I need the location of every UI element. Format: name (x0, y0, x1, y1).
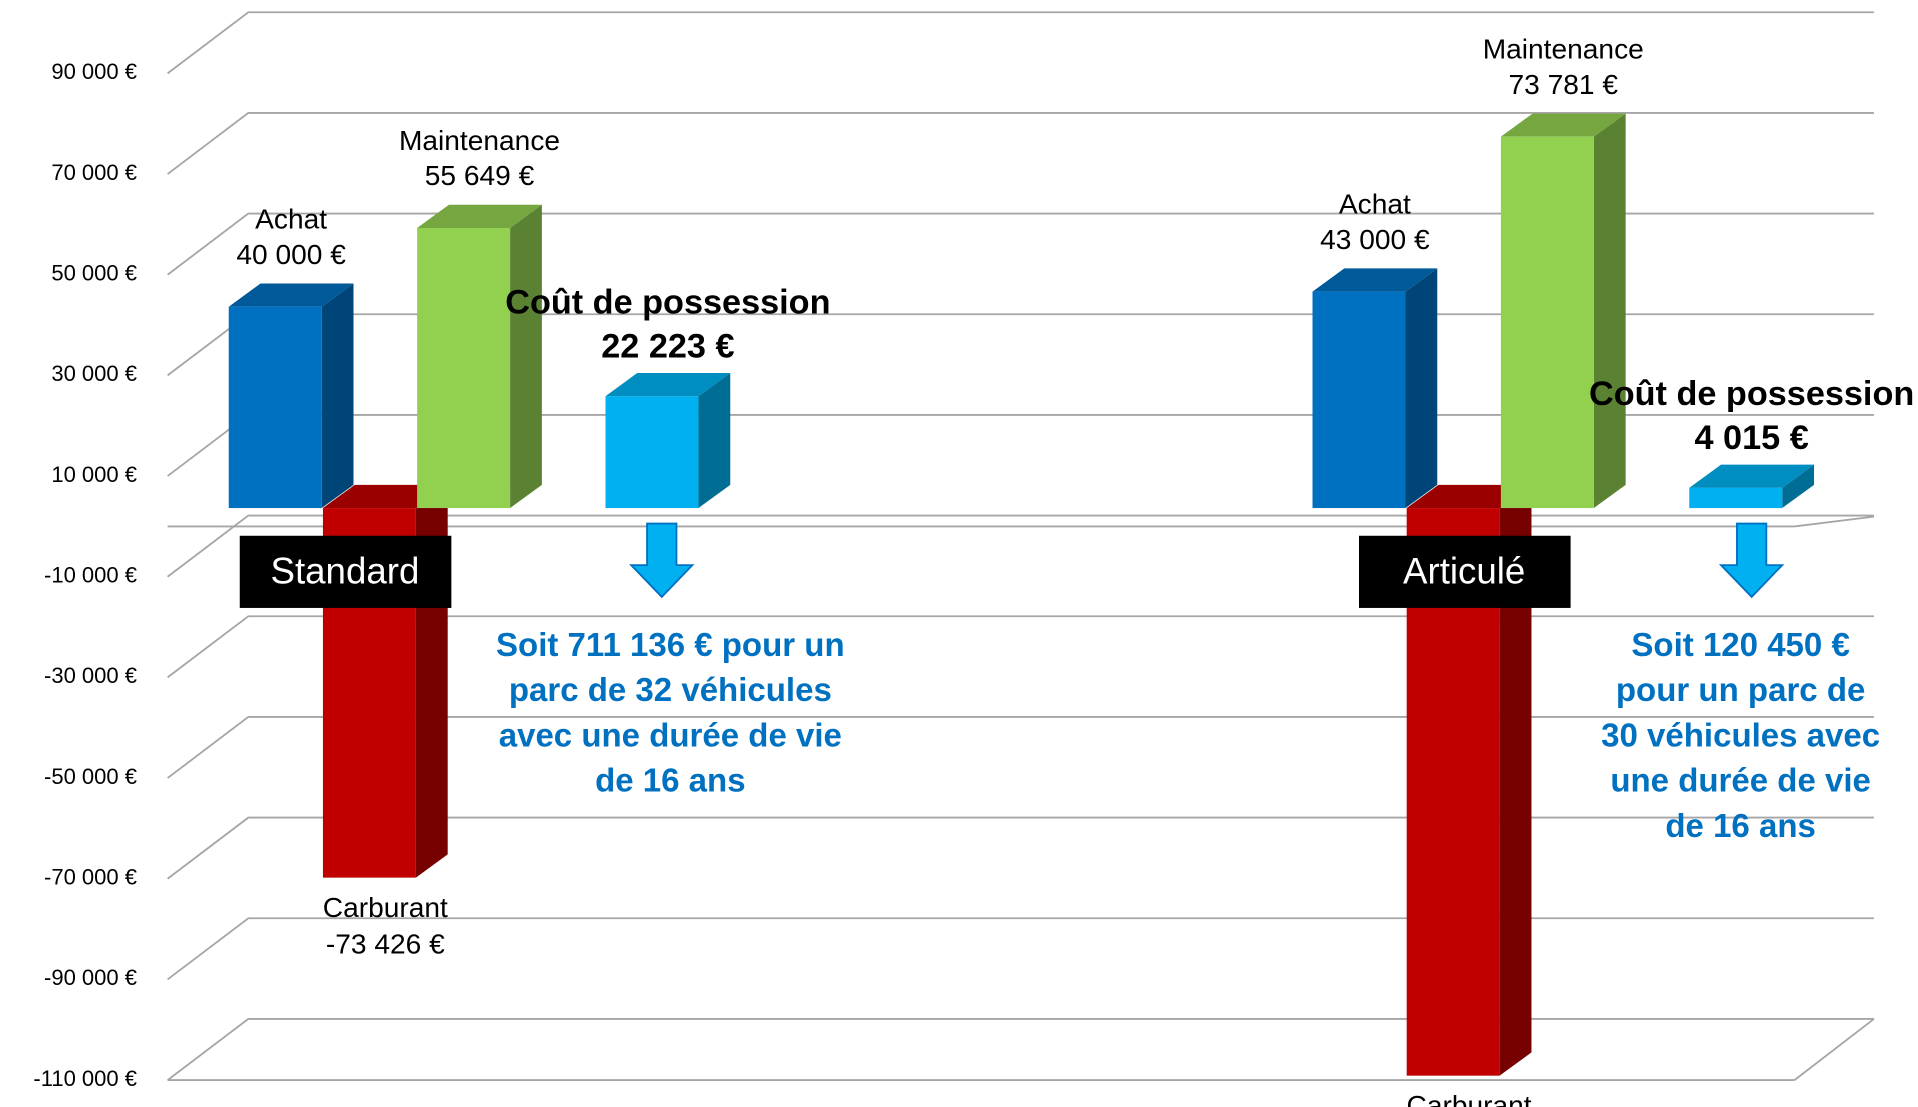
bar-top (322, 484, 448, 509)
y-tick-label: 10 000 € (51, 462, 137, 487)
grid-line (167, 111, 1874, 175)
y-tick-label: -70 000 € (44, 865, 137, 890)
y-tick-label: 70 000 € (51, 160, 137, 185)
grid-line (167, 917, 1874, 981)
bar (417, 204, 542, 509)
zero-plane (1794, 515, 1875, 528)
grid-line (167, 11, 1874, 75)
bar-front (228, 306, 322, 509)
bar-top (605, 372, 731, 397)
note-line: pour un parc de (1616, 671, 1865, 708)
y-tick-label: 30 000 € (51, 361, 137, 386)
bar (605, 372, 731, 509)
bar-top (1500, 113, 1626, 137)
data-label: 4 015 € (1695, 419, 1809, 457)
grid-line (167, 716, 1874, 779)
data-label-name: Carburant (1407, 1090, 1532, 1107)
data-label: 73 781 € (1509, 69, 1619, 100)
note-line: avec une durée de vie (499, 716, 842, 753)
note-line: une durée de vie (1610, 762, 1871, 799)
bar-front (1312, 291, 1406, 509)
bar-side (1782, 464, 1815, 509)
data-label-name: Maintenance (1483, 33, 1644, 64)
bar (1312, 268, 1438, 509)
data-label: 22 223 € (601, 328, 734, 366)
note-line: Soit 120 450 € (1631, 626, 1849, 663)
bar-front (417, 227, 511, 509)
bar-side (1405, 268, 1438, 509)
note-line: de 16 ans (595, 762, 746, 799)
y-tick-label: -110 000 € (33, 1066, 137, 1091)
bar-side (510, 204, 542, 509)
note-line: 30 véhicules avec (1601, 716, 1880, 753)
note-line: de 16 ans (1665, 807, 1816, 844)
y-tick-label: -50 000 € (44, 764, 137, 789)
data-label-name: Coût de possession (505, 284, 830, 322)
category-label: Articulé (1403, 550, 1525, 591)
grid-line (167, 514, 1874, 578)
grid-line (167, 212, 1874, 276)
bar-side (321, 283, 354, 509)
bar-side (1593, 113, 1626, 509)
bar (1500, 113, 1626, 509)
data-label-name: Achat (1339, 188, 1411, 219)
bar-top (417, 204, 542, 228)
bar-top (228, 283, 354, 307)
data-label: 43 000 € (1320, 224, 1430, 255)
data-label-name: Carburant (323, 892, 448, 923)
floor-edge (1793, 1018, 1875, 1081)
category-box (1358, 535, 1571, 608)
category-label: Standard (270, 550, 419, 591)
bar-side (1499, 484, 1532, 1076)
bar (1689, 464, 1815, 509)
note-line: parc de 32 véhicules (509, 671, 832, 708)
data-label: 55 649 € (425, 160, 535, 191)
note-line: Soit 711 136 € pour un (496, 626, 845, 663)
bar-side (698, 372, 731, 509)
y-tick-label: -10 000 € (44, 563, 137, 588)
y-tick-label: 50 000 € (51, 261, 137, 286)
data-label-name: Achat (255, 204, 327, 235)
bar-front (1689, 487, 1783, 509)
grid-line (167, 816, 1874, 880)
arrow (629, 522, 695, 599)
bar (228, 283, 354, 509)
grid-line (167, 615, 1874, 679)
y-tick-label: -30 000 € (44, 663, 137, 688)
data-label: 40 000 € (236, 239, 346, 270)
bar-top (1689, 464, 1815, 488)
bar-top (1406, 484, 1532, 509)
arrow (1718, 522, 1785, 599)
grid-line (167, 1018, 1874, 1081)
data-label-name: Maintenance (399, 125, 560, 156)
bar-top (1312, 268, 1438, 292)
bar-front (605, 396, 699, 509)
data-label-name: Coût de possession (1589, 375, 1914, 413)
y-tick-label: 90 000 € (51, 59, 137, 84)
y-tick-label: -90 000 € (44, 965, 137, 990)
bar-front (1500, 136, 1594, 509)
data-label: -73 426 € (326, 929, 445, 960)
category-box (239, 535, 452, 608)
